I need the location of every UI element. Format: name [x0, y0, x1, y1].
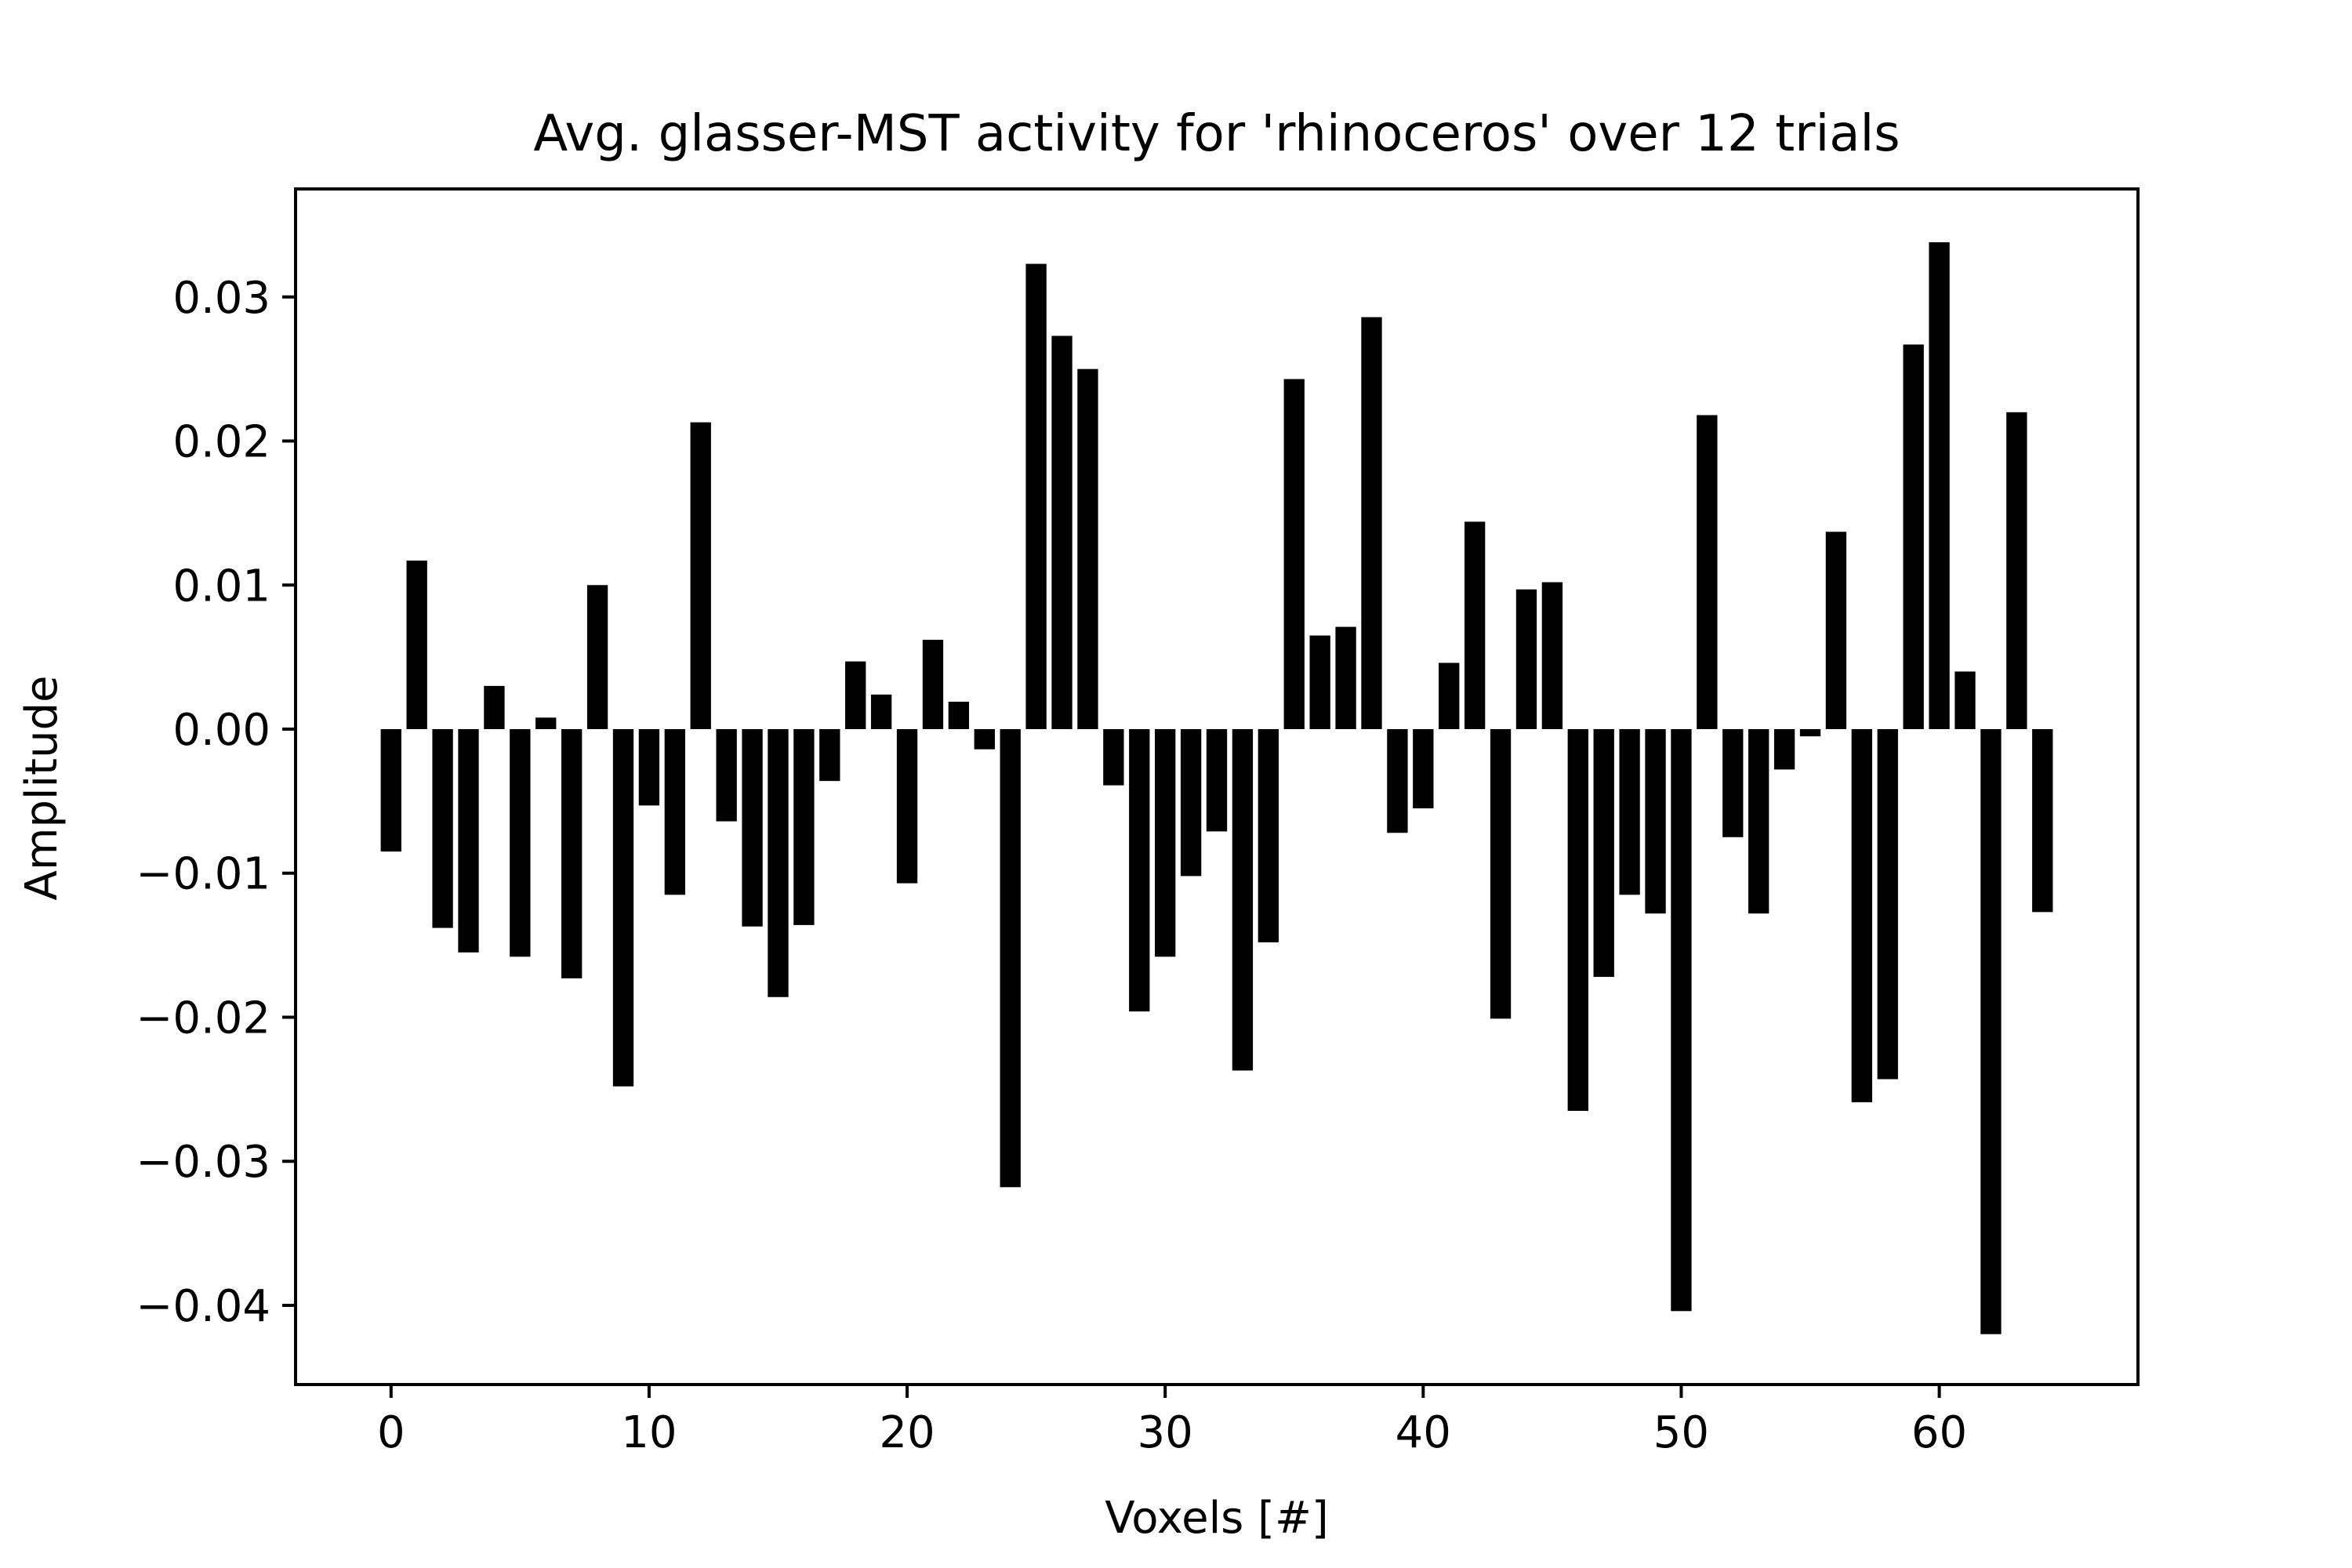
bar-voxel-19: [870, 694, 892, 730]
bar-voxel-15: [768, 729, 789, 997]
bar-voxel-59: [1903, 344, 1924, 729]
bar-voxel-51: [1697, 415, 1718, 729]
bar-voxel-13: [716, 729, 737, 822]
bar-voxel-22: [948, 702, 970, 730]
bar-voxel-29: [1129, 729, 1150, 1012]
bar-voxel-34: [1258, 729, 1279, 942]
bar-voxel-50: [1671, 729, 1692, 1312]
bar-voxel-6: [535, 717, 557, 730]
bar-voxel-9: [612, 729, 634, 1087]
y-tick-label: −0.04: [136, 1281, 270, 1332]
x-tick-label: 40: [1396, 1407, 1451, 1458]
bar-voxel-54: [1773, 729, 1795, 770]
x-axis-label: Voxels [#]: [1105, 1493, 1329, 1544]
x-axis: 0 10 20 30 40 50 60: [377, 1385, 1967, 1458]
bar-voxel-53: [1748, 729, 1769, 914]
x-tick-label: 10: [621, 1407, 677, 1458]
bar-voxel-35: [1283, 379, 1305, 730]
bar-voxel-41: [1439, 662, 1460, 730]
bar-voxel-27: [1077, 368, 1098, 730]
bar-voxel-25: [1025, 263, 1047, 729]
x-tick-label: 60: [1911, 1407, 1967, 1458]
bar-voxel-57: [1851, 729, 1872, 1102]
bar-voxel-5: [510, 729, 531, 957]
bar-voxel-61: [1955, 671, 1976, 729]
bar-voxel-55: [1799, 729, 1821, 737]
y-axis-label: Amplitude: [16, 676, 67, 901]
bar-voxel-23: [974, 729, 995, 750]
bar-voxel-12: [690, 422, 711, 730]
y-tick-label: 0.03: [172, 273, 270, 324]
bar-voxel-17: [819, 729, 840, 782]
bar-voxel-14: [742, 729, 763, 927]
bar-voxel-60: [1929, 241, 1950, 730]
bar-voxel-58: [1877, 729, 1898, 1080]
bar-voxel-33: [1232, 729, 1254, 1071]
bar-voxel-4: [484, 685, 505, 730]
y-tick-label: −0.03: [136, 1137, 270, 1188]
y-tick-label: 0.00: [172, 705, 270, 756]
bar-voxel-28: [1103, 729, 1124, 786]
chart-title: Avg. glasser-MST activity for 'rhinocero…: [533, 105, 1900, 163]
bar-voxel-8: [586, 585, 608, 729]
bar-voxel-45: [1541, 582, 1563, 730]
bar-voxel-16: [793, 729, 815, 925]
y-tick-label: −0.01: [136, 849, 270, 900]
x-tick-label: 50: [1653, 1407, 1709, 1458]
bar-voxel-7: [561, 729, 583, 978]
bar-voxel-24: [1000, 729, 1021, 1188]
bar-voxel-11: [664, 729, 685, 895]
bar-voxel-63: [2006, 412, 2027, 730]
bar-voxel-38: [1361, 317, 1382, 729]
bar-voxel-1: [406, 561, 427, 730]
bar-voxel-37: [1335, 626, 1356, 729]
bar-voxel-62: [1980, 729, 2002, 1334]
bar-voxel-42: [1464, 521, 1486, 730]
y-tick-label: 0.02: [172, 417, 270, 468]
y-tick-label: 0.01: [172, 561, 270, 612]
bars-layer: [380, 241, 2053, 1334]
bar-voxel-36: [1309, 635, 1330, 730]
y-tick-label: −0.02: [136, 993, 270, 1044]
bar-voxel-64: [2032, 729, 2053, 913]
y-axis: 0.03 0.02 0.01 0.00 −0.01 −0.02 −0.03 −0.04: [136, 273, 296, 1332]
bar-voxel-49: [1645, 729, 1666, 914]
x-tick-label: 20: [879, 1407, 935, 1458]
bar-voxel-21: [922, 640, 944, 730]
bar-voxel-18: [845, 661, 866, 730]
bar-voxel-40: [1413, 729, 1434, 809]
bar-voxel-2: [432, 729, 453, 928]
bar-voxel-47: [1593, 729, 1614, 978]
bar-voxel-39: [1387, 729, 1408, 833]
bar-voxel-56: [1825, 532, 1847, 730]
x-tick-label: 30: [1138, 1407, 1193, 1458]
x-tick-label: 0: [377, 1407, 405, 1458]
bar-voxel-30: [1155, 729, 1176, 957]
bar-voxel-48: [1619, 729, 1640, 895]
bar-voxel-0: [380, 729, 401, 852]
bar-voxel-20: [896, 729, 918, 884]
bar-voxel-52: [1722, 729, 1744, 837]
bar-voxel-46: [1567, 729, 1588, 1111]
bar-voxel-26: [1051, 336, 1073, 730]
bar-voxel-3: [458, 729, 479, 953]
bar-voxel-31: [1180, 729, 1202, 877]
bar-voxel-43: [1490, 729, 1512, 1019]
plot-area-frame: [294, 187, 2140, 1386]
bar-voxel-32: [1206, 729, 1228, 832]
bar-voxel-44: [1515, 589, 1537, 729]
bar-voxel-10: [638, 729, 660, 806]
